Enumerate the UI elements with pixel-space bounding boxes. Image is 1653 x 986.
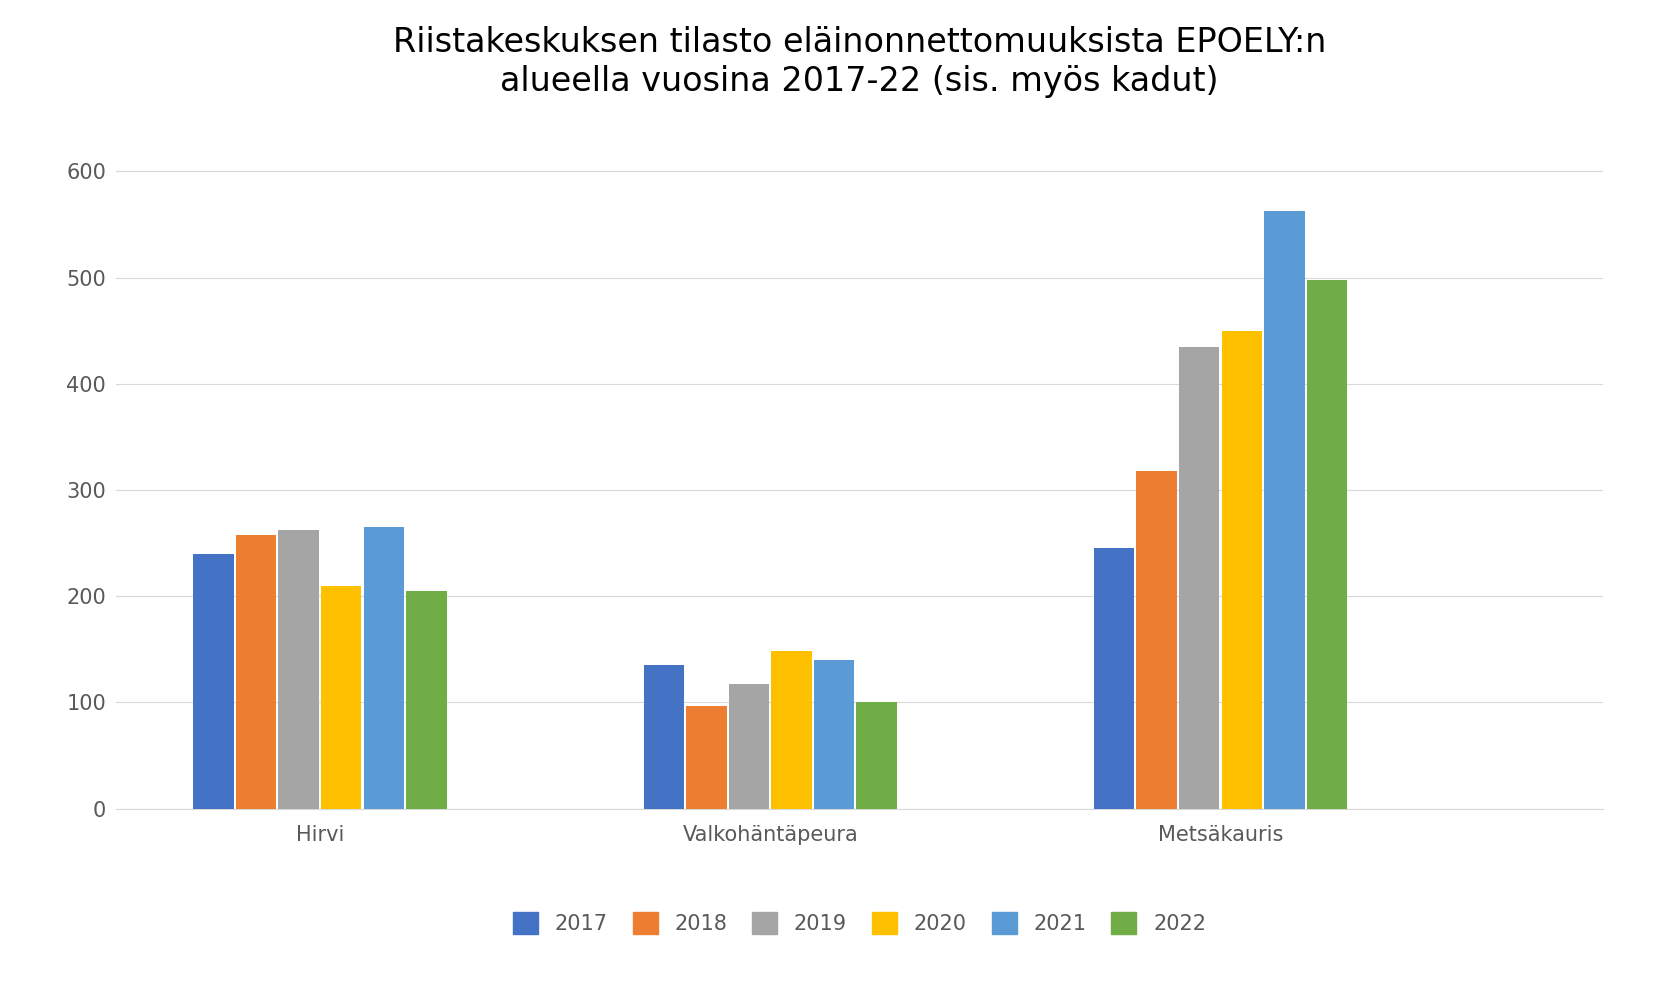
Legend: 2017, 2018, 2019, 2020, 2021, 2022: 2017, 2018, 2019, 2020, 2021, 2022 (503, 902, 1217, 945)
Bar (1179, 347, 1220, 809)
Bar (729, 684, 769, 809)
Bar (1094, 548, 1134, 809)
Bar (1222, 330, 1261, 809)
Bar (1265, 211, 1304, 809)
Bar (856, 702, 898, 809)
Bar (1137, 471, 1177, 809)
Bar (278, 530, 319, 809)
Bar (364, 528, 403, 809)
Bar (686, 706, 727, 809)
Bar (193, 554, 233, 809)
Bar (407, 591, 446, 809)
Bar (772, 652, 812, 809)
Bar (643, 666, 684, 809)
Bar (236, 534, 276, 809)
Bar (321, 586, 362, 809)
Bar (1306, 280, 1347, 809)
Bar (813, 660, 855, 809)
Title: Riistakeskuksen tilasto eläinonnettomuuksista EPOELY:n
alueella vuosina 2017-22 : Riistakeskuksen tilasto eläinonnettomuuk… (393, 27, 1326, 98)
